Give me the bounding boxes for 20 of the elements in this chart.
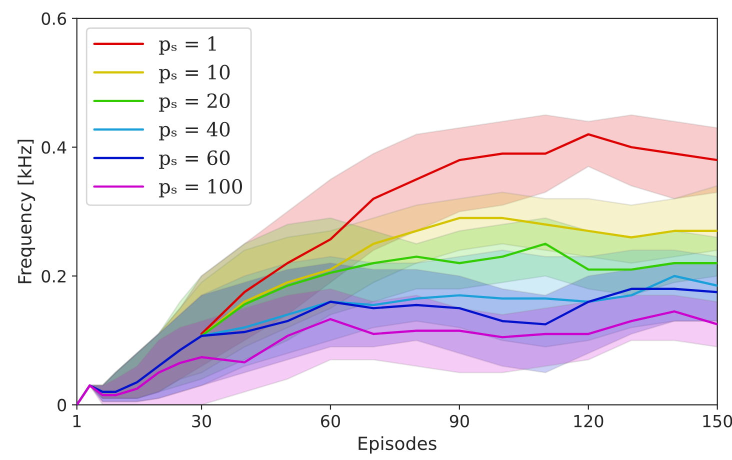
x-tick-label: 90 [450,414,469,428]
legend-label: pₛ = 60 [159,150,230,169]
legend-label: pₛ = 40 [159,122,230,140]
x-axis-title: Episodes [358,436,436,454]
legend-label: pₛ = 10 [159,64,230,84]
x-tick-label: 1 [73,415,81,428]
y-tick-label: 0 [58,398,66,412]
x-tick-label: 150 [703,414,732,428]
y-axis-title: Frequency [kHz] [18,140,36,284]
line-series [200,274,718,337]
y-tick-label: 0.2 [42,270,66,283]
y-tick-label: 0.4 [42,141,66,154]
x-tick-label: 60 [321,414,340,428]
x-tick-label: 30 [192,414,212,428]
legend-label: pₛ = 1 [159,36,216,55]
line-series [200,242,718,337]
legend-label: pₛ = 100 [159,178,242,198]
x-tick-label: 120 [574,414,604,428]
legend-label: pₛ = 20 [159,93,230,112]
y-tick-label: 0.6 [42,12,66,25]
